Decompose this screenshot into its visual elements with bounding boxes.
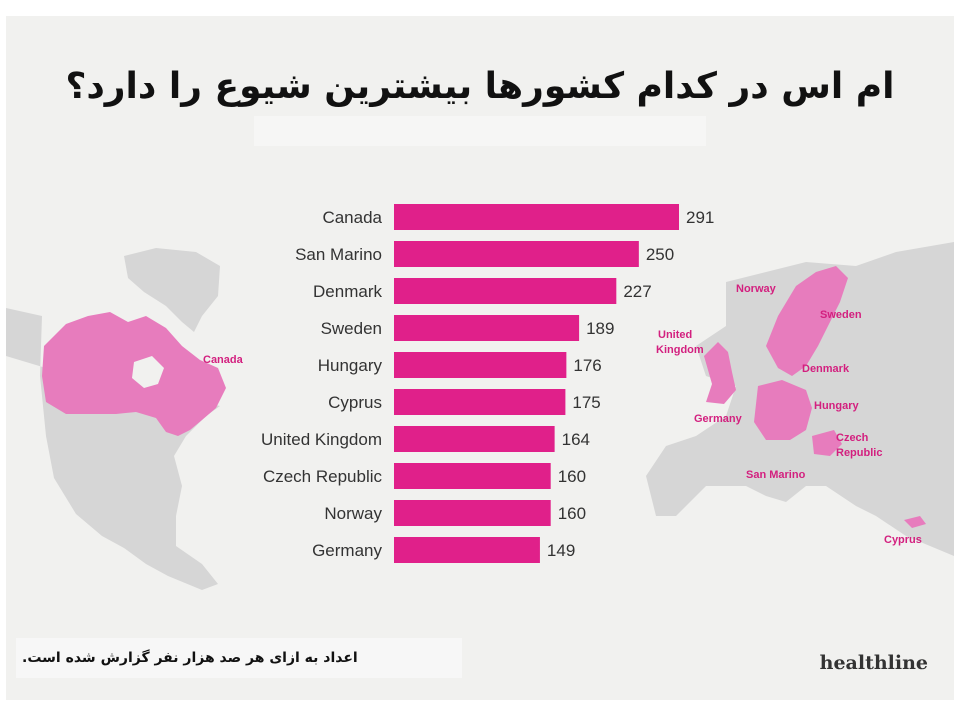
category-label-hungary: Hungary bbox=[318, 356, 383, 375]
footnote: اعداد به ازای هر صد هزار نفر گزارش شده ا… bbox=[16, 638, 462, 678]
map-label-san-marino: San Marino bbox=[746, 469, 806, 481]
map-label-hungary: Hungary bbox=[814, 400, 860, 412]
cyprus-shape bbox=[904, 516, 926, 528]
value-label-denmark: 227 bbox=[623, 282, 651, 301]
chart-title: ام اس در کدام کشورها بیشترین شیوع را دار… bbox=[65, 66, 895, 107]
uk-shape bbox=[704, 342, 736, 404]
bar-germany bbox=[394, 537, 540, 563]
footnote-text: اعداد به ازای هر صد هزار نفر گزارش شده ا… bbox=[22, 650, 358, 666]
bar-hungary bbox=[394, 352, 567, 378]
chart-figure: Canada Norway Sweden United Kingdom Denm… bbox=[6, 204, 954, 590]
title-underlay bbox=[254, 116, 706, 146]
value-label-san-marino: 250 bbox=[646, 245, 674, 264]
bar-united-kingdom bbox=[394, 426, 555, 452]
value-label-hungary: 176 bbox=[573, 356, 601, 375]
north-america-land bbox=[6, 308, 220, 590]
category-label-united-kingdom: United Kingdom bbox=[261, 430, 382, 449]
bar-norway bbox=[394, 500, 551, 526]
category-label-czech-republic: Czech Republic bbox=[263, 467, 383, 486]
category-label-sweden: Sweden bbox=[321, 319, 382, 338]
category-label-norway: Norway bbox=[324, 504, 382, 523]
chart-canvas: Canada Norway Sweden United Kingdom Denm… bbox=[6, 16, 954, 700]
hungary-shape bbox=[812, 430, 842, 456]
greenland-land bbox=[124, 248, 220, 332]
map-label-germany: Germany bbox=[694, 413, 743, 425]
value-label-czech-republic: 160 bbox=[558, 467, 586, 486]
bar-canada bbox=[394, 204, 679, 230]
bar-czech-republic bbox=[394, 463, 551, 489]
category-label-cyprus: Cyprus bbox=[328, 393, 382, 412]
value-label-norway: 160 bbox=[558, 504, 586, 523]
map-label-canada: Canada bbox=[203, 354, 244, 366]
value-label-canada: 291 bbox=[686, 208, 714, 227]
hudson-bay bbox=[132, 356, 164, 388]
bar-san-marino bbox=[394, 241, 639, 267]
map-label-united-kingdom-line1: United bbox=[658, 329, 692, 341]
value-label-united-kingdom: 164 bbox=[562, 430, 590, 449]
value-label-germany: 149 bbox=[547, 541, 575, 560]
map-label-cyprus: Cyprus bbox=[884, 534, 922, 546]
bar-denmark bbox=[394, 278, 617, 304]
category-label-canada: Canada bbox=[322, 208, 382, 227]
map-label-denmark: Denmark bbox=[802, 363, 850, 375]
scandinavia-shape bbox=[766, 266, 848, 376]
bar-sweden bbox=[394, 315, 580, 341]
north-america-map bbox=[6, 248, 226, 590]
bars-layer: Canada 291 San Marino 250 Denmark 227 Sweden 18… bbox=[261, 204, 714, 563]
bar-cyprus bbox=[394, 389, 566, 415]
map-label-czech-line1: Czech bbox=[836, 432, 869, 444]
value-label-sweden: 189 bbox=[586, 319, 614, 338]
map-labels: Canada Norway Sweden United Kingdom Denm… bbox=[203, 283, 922, 546]
brand-logo: healthline bbox=[819, 652, 928, 674]
value-label-cyprus: 175 bbox=[572, 393, 600, 412]
map-label-sweden: Sweden bbox=[820, 309, 862, 321]
map-label-czech-line2: Republic bbox=[836, 447, 882, 459]
category-label-germany: Germany bbox=[312, 541, 382, 560]
category-label-denmark: Denmark bbox=[313, 282, 382, 301]
germany-czech-shape bbox=[754, 380, 812, 440]
europe-map bbox=[646, 242, 954, 556]
map-label-norway: Norway bbox=[736, 283, 777, 295]
map-label-united-kingdom-line2: Kingdom bbox=[656, 344, 704, 356]
category-label-san-marino: San Marino bbox=[295, 245, 382, 264]
